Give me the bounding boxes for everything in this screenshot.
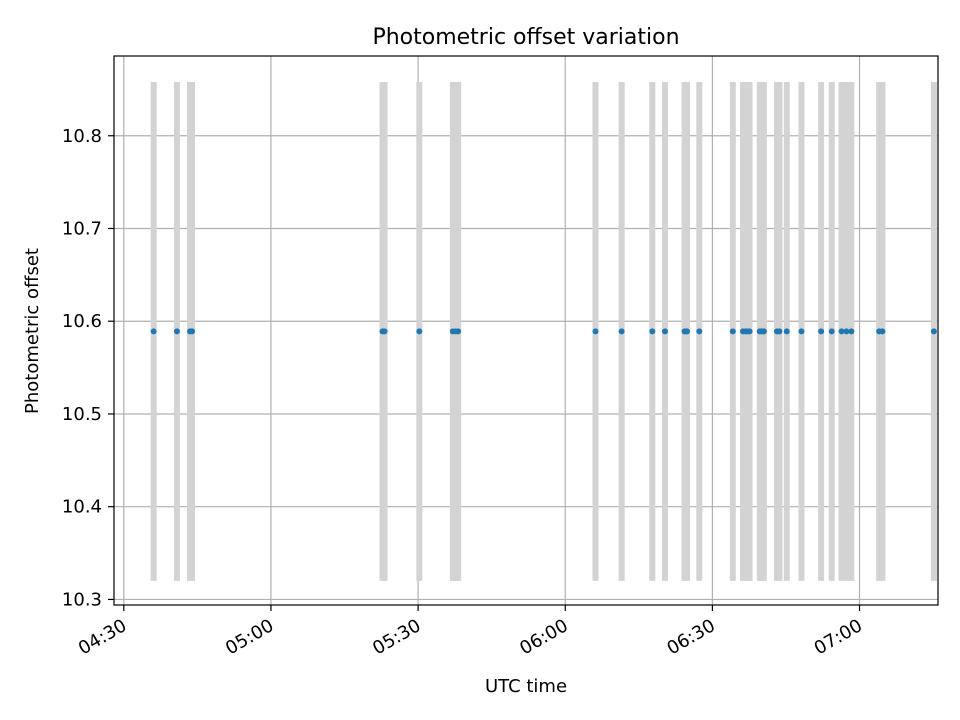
data-point <box>455 328 462 335</box>
y-tick-label: 10.4 <box>62 497 102 518</box>
data-point <box>729 328 736 335</box>
data-point <box>776 328 783 335</box>
data-point <box>828 328 835 335</box>
data-point <box>173 328 180 335</box>
data-point <box>696 328 703 335</box>
data-point <box>838 328 845 335</box>
data-point <box>760 328 767 335</box>
data-point <box>189 328 196 335</box>
chart-title: Photometric offset variation <box>372 25 679 50</box>
data-point <box>848 328 855 335</box>
data-point <box>684 328 691 335</box>
x-axis-title: UTC time <box>485 676 567 697</box>
y-tick-label: 10.8 <box>62 126 102 147</box>
plot-frame <box>113 55 939 606</box>
y-tick-label: 10.3 <box>62 589 102 610</box>
data-point <box>592 328 599 335</box>
data-point <box>798 328 805 335</box>
y-tick-label: 10.6 <box>62 311 102 332</box>
y-tick-label: 10.7 <box>62 218 102 239</box>
data-point <box>818 328 825 335</box>
y-axis-title: Photometric offset <box>22 248 43 414</box>
plot-area <box>114 56 938 605</box>
y-tick-label: 10.5 <box>62 404 102 425</box>
data-point <box>416 328 423 335</box>
data-point <box>661 328 668 335</box>
data-point <box>381 328 388 335</box>
data-point <box>843 328 850 335</box>
data-points <box>150 328 937 335</box>
data-point <box>150 328 157 335</box>
data-point <box>649 328 656 335</box>
data-point <box>879 328 886 335</box>
data-point <box>618 328 625 335</box>
data-point <box>930 328 937 335</box>
data-point <box>783 328 790 335</box>
data-point <box>746 328 753 335</box>
